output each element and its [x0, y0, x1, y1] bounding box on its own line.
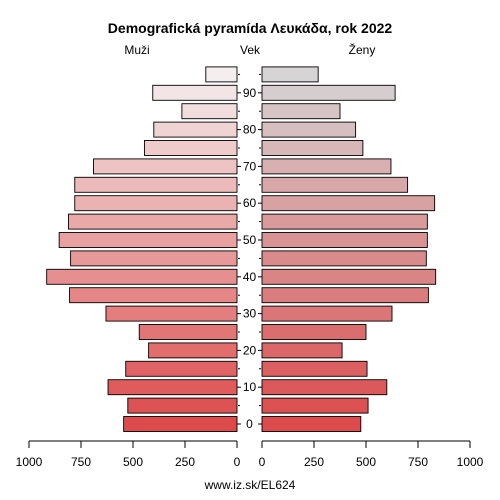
male-bar: [74, 176, 238, 193]
female-bar: [261, 232, 428, 248]
female-bar: [261, 158, 392, 175]
male-bar: [153, 121, 238, 138]
age-tick-label: 80: [243, 123, 257, 137]
x-tick-label: 250: [175, 455, 195, 469]
chart-title: Demografická pyramída Λευκάδα, rok 2022: [108, 20, 393, 36]
female-bar: [261, 213, 428, 230]
x-tick-label: 250: [304, 455, 324, 469]
x-tick-label: 750: [71, 455, 91, 469]
age-tick-label: 50: [243, 233, 257, 247]
female-bar: [261, 66, 319, 83]
male-bar: [125, 360, 238, 377]
female-bar: [261, 305, 393, 322]
female-bar: [261, 176, 409, 193]
center-axis-label: Vek: [240, 43, 261, 57]
female-bar: [261, 324, 367, 340]
x-tick-label: 0: [259, 455, 266, 469]
female-bar: [261, 103, 341, 120]
male-bar: [93, 158, 238, 175]
male-bar: [127, 397, 238, 414]
x-axis-left: 1000 750 500 250 0: [16, 440, 241, 469]
age-tick-label: 20: [243, 343, 257, 357]
male-bar: [46, 268, 238, 285]
x-tick-label: 500: [356, 455, 376, 469]
left-series-label: Muži: [124, 43, 149, 57]
x-tick-label: 0: [234, 455, 241, 469]
female-bar: [261, 416, 362, 432]
female-bar: [261, 268, 437, 285]
male-bar: [105, 305, 238, 322]
male-bar: [181, 103, 238, 120]
female-bar: [261, 397, 369, 414]
x-tick-label: 1000: [457, 455, 484, 469]
x-tick-label: 1000: [16, 455, 43, 469]
female-bars: [261, 66, 437, 432]
female-bar: [261, 342, 343, 359]
right-series-label: Ženy: [349, 42, 376, 57]
male-bar: [148, 342, 238, 359]
male-bar: [58, 232, 238, 248]
female-bar: [261, 84, 396, 101]
age-axis: 0 10 20 30 40 50 60 70 80 90: [237, 73, 262, 431]
female-bar: [261, 140, 364, 156]
age-tick-label: 60: [243, 196, 257, 210]
age-tick-label: 90: [243, 86, 257, 100]
male-bar: [74, 195, 238, 212]
age-tick-label: 40: [243, 270, 257, 284]
male-bar: [138, 324, 238, 340]
x-tick-label: 500: [123, 455, 143, 469]
female-bar: [261, 287, 429, 304]
female-bar: [261, 121, 357, 138]
male-bar: [107, 379, 238, 396]
x-axis-right: 0 250 500 750 1000: [259, 440, 484, 469]
x-tick-label: 750: [408, 455, 428, 469]
age-tick-label: 70: [243, 159, 257, 173]
male-bar: [70, 250, 238, 267]
female-bar: [261, 360, 368, 377]
female-bar: [261, 195, 436, 212]
male-bar: [123, 416, 238, 432]
female-bar: [261, 379, 388, 396]
chart-footer: www.iz.sk/EL624: [204, 478, 296, 492]
female-bar: [261, 250, 427, 267]
male-bar: [69, 287, 238, 304]
age-tick-label: 0: [246, 417, 253, 431]
male-bar: [143, 140, 238, 156]
age-tick-label: 10: [243, 380, 257, 394]
male-bar: [205, 66, 238, 83]
male-bars: [46, 66, 238, 432]
male-bar: [68, 213, 238, 230]
age-tick-label: 30: [243, 307, 257, 321]
male-bar: [152, 84, 238, 101]
